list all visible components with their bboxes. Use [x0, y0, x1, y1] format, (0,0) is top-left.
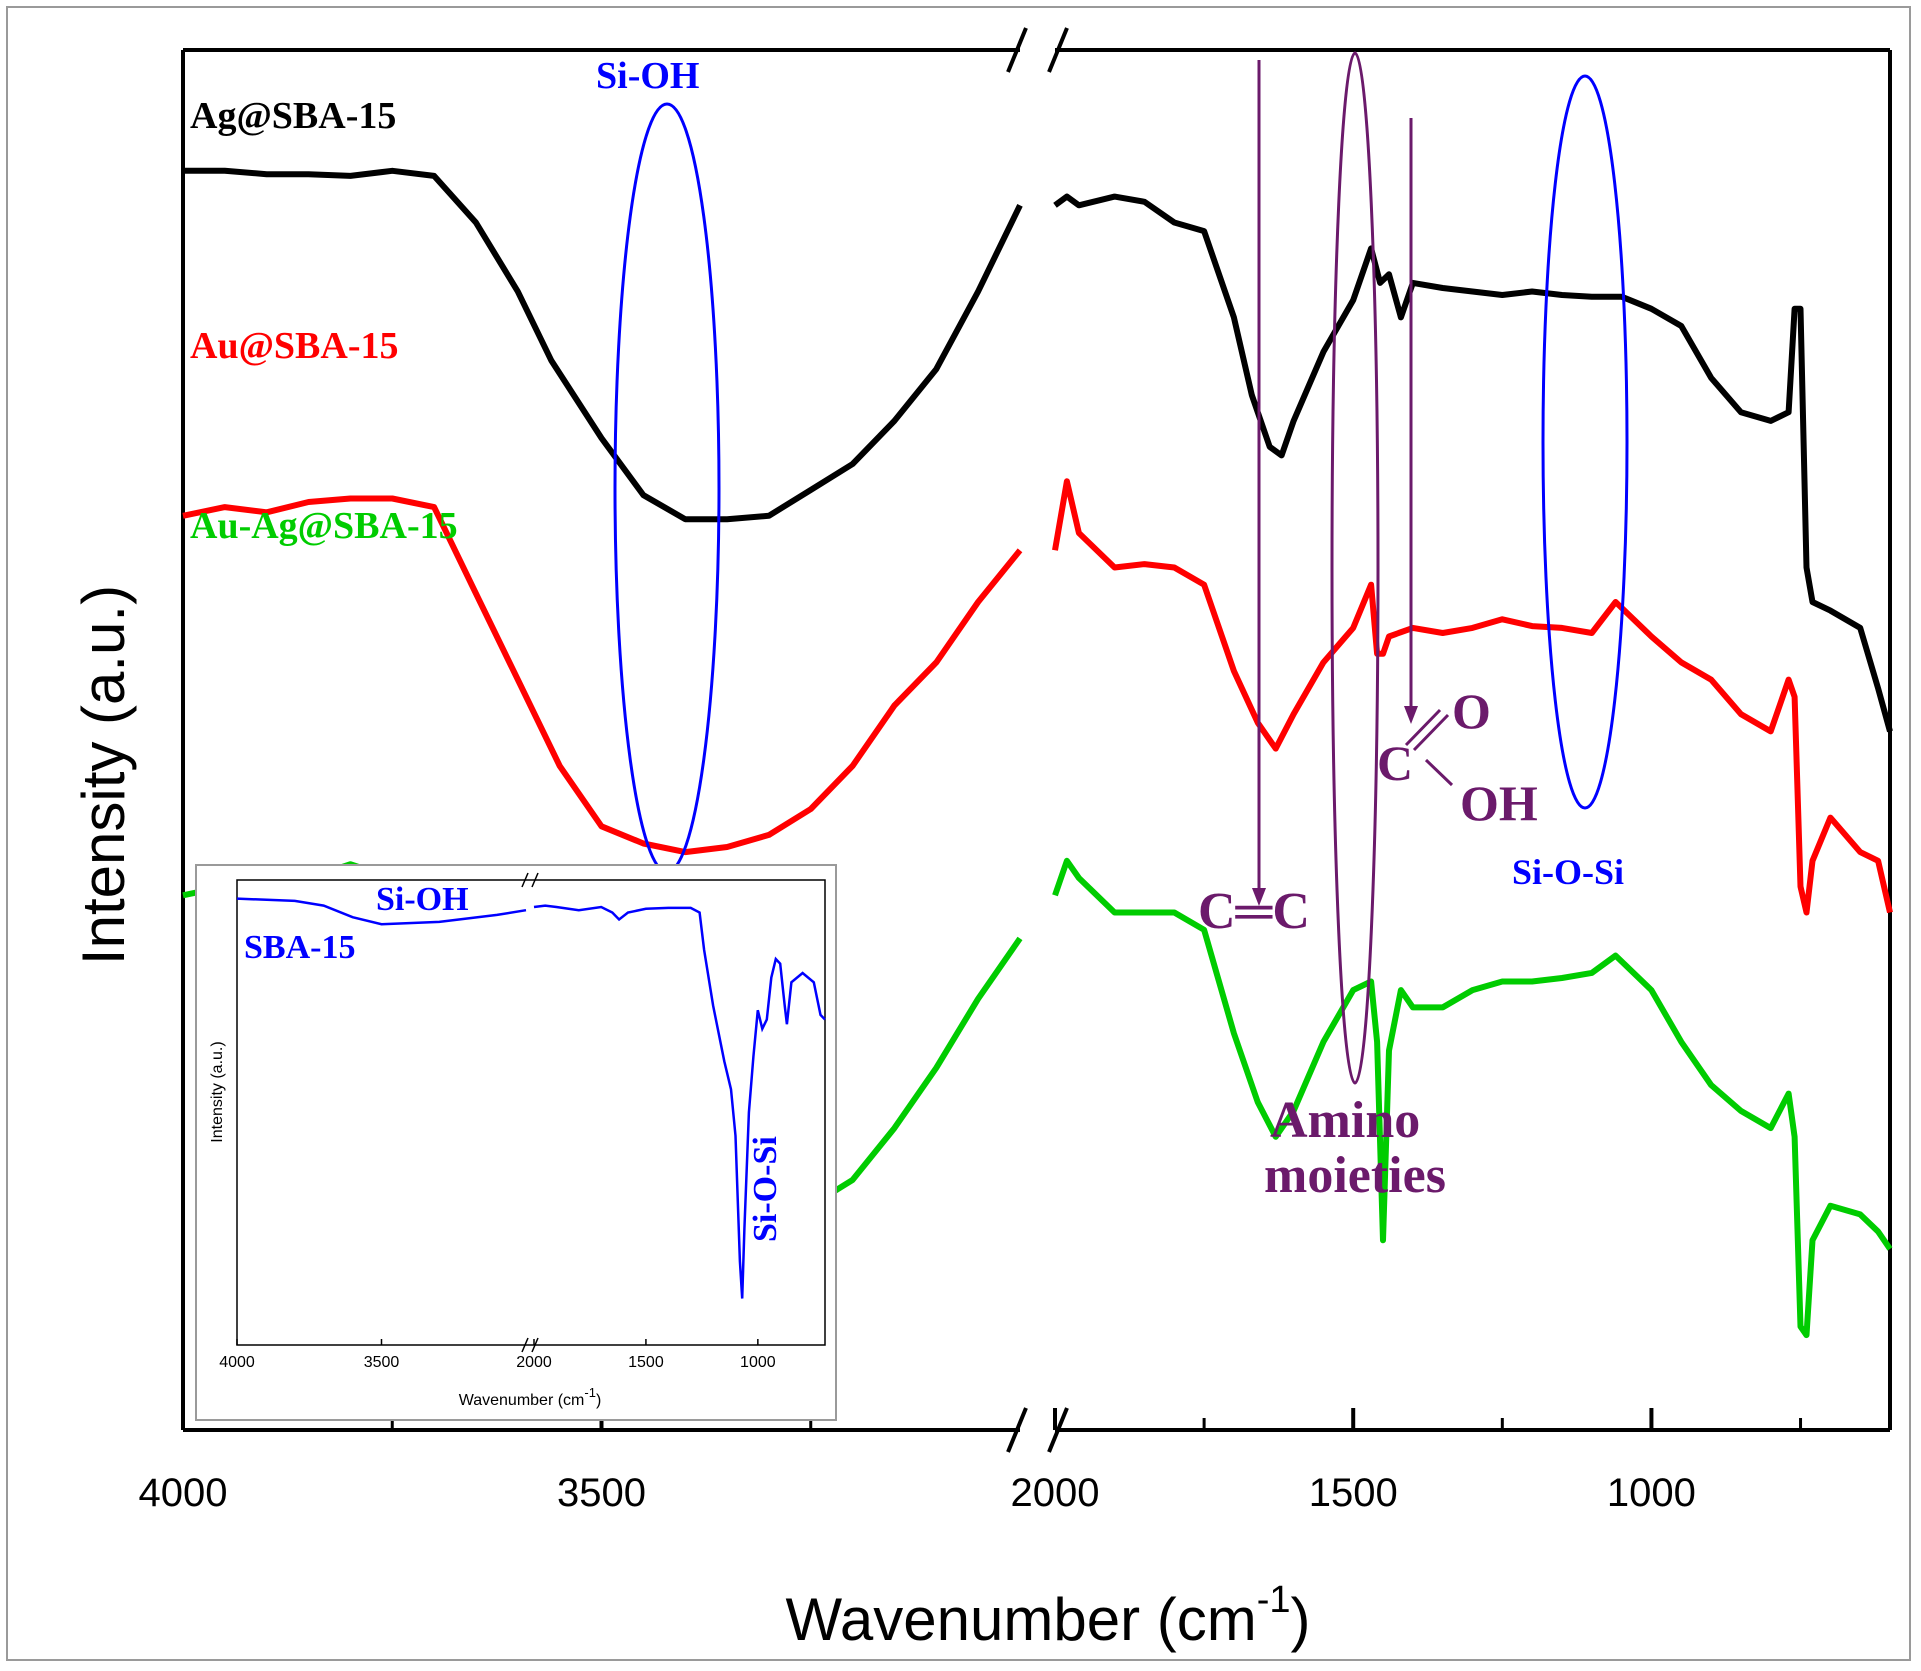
- inset-break-mark: [531, 872, 539, 888]
- si-o-si-ellipse: [1541, 74, 1629, 810]
- cc-label: C═C: [1198, 883, 1310, 940]
- x-tick-label: 1000: [1607, 1471, 1696, 1515]
- inset-series-line-left: [236, 897, 527, 926]
- inset-x-tick-label: 1500: [628, 1354, 664, 1371]
- inset-break-mark: [521, 1337, 529, 1353]
- x-axis-title: Wavenumber (cm-1): [786, 1579, 1311, 1653]
- inset-plot-border: [236, 879, 826, 1346]
- series-label-au: Au@SBA-15: [190, 325, 399, 367]
- axis-break-mark: [1047, 1407, 1069, 1453]
- series-label-ag: Ag@SBA-15: [190, 95, 396, 137]
- series-line-2-right: [1052, 857, 1893, 1339]
- si-oh-label: Si-OH: [596, 55, 699, 97]
- axis-break-mark: [1047, 27, 1069, 73]
- inset-break-mark: [531, 1337, 539, 1353]
- inset-y-title: Intensity (a.u.): [209, 1041, 226, 1142]
- x-tick-label: 4000: [139, 1471, 228, 1515]
- inset-plot: 4000 3500 2000 1500 1000: [219, 872, 826, 1371]
- annotation-layer: Si-OH Si-O-Si C═C Amino moieties C O OH: [596, 51, 1629, 1204]
- amino-label-line1: Amino: [1270, 1092, 1420, 1149]
- inset-x-tick-label: 4000: [219, 1354, 255, 1371]
- series-layer: [182, 167, 1893, 1339]
- x-tick-label: 1500: [1309, 1471, 1398, 1515]
- axis-break-mark: [1006, 1407, 1028, 1453]
- cooh-double-bond-a: [1404, 708, 1442, 747]
- series-line-0-right: [1053, 193, 1893, 733]
- series-label-auag: Au-Ag@SBA-15: [190, 505, 458, 547]
- y-axis-title: Intensity (a.u.): [70, 585, 137, 965]
- cooh-oh-label: OH: [1460, 775, 1538, 831]
- inset-break-mark: [521, 872, 529, 888]
- inset-si-o-si-label: Si-O-Si: [747, 1136, 784, 1242]
- inset-x-tick-label: 2000: [516, 1354, 552, 1371]
- si-o-si-label: Si-O-Si: [1512, 852, 1624, 892]
- si-oh-ellipse: [613, 102, 721, 874]
- inset-x-tick-label: 1000: [740, 1354, 776, 1371]
- x-axis: 4000 3500 2000 1500 1000: [139, 1408, 1803, 1515]
- inset-sba15: 4000 3500 2000 1500 1000 SBA-15 Si-OH Si-O-S…: [195, 864, 837, 1421]
- series-line-0-left: [183, 167, 1023, 523]
- series-line-1-right: [1052, 478, 1893, 916]
- cooh-o-label: O: [1452, 683, 1491, 739]
- cooh-arrowhead: [1404, 706, 1418, 724]
- plot-frame: [181, 27, 1892, 1453]
- cooh-double-bond-b: [1412, 713, 1450, 752]
- inset-si-oh-label: Si-OH: [376, 881, 469, 918]
- series-line-1-left: [182, 495, 1023, 856]
- inset-x-tick-label: 3500: [364, 1354, 400, 1371]
- inset-series-label: SBA-15: [244, 929, 355, 966]
- figure-frame: [6, 6, 1911, 1661]
- cc-arrowhead: [1252, 888, 1266, 906]
- inset-frame: [195, 864, 837, 1421]
- inset-series-line-right: [533, 904, 826, 1299]
- cooh-single-bond: [1424, 758, 1454, 787]
- x-tick-label: 2000: [1011, 1471, 1100, 1515]
- axis-break-mark: [1006, 27, 1028, 73]
- amino-ellipse: [1330, 51, 1380, 1085]
- x-tick-label: 3500: [557, 1471, 646, 1515]
- amino-label-line2: moieties: [1264, 1147, 1446, 1204]
- inset-x-title: Wavenumber (cm-1): [459, 1385, 602, 1409]
